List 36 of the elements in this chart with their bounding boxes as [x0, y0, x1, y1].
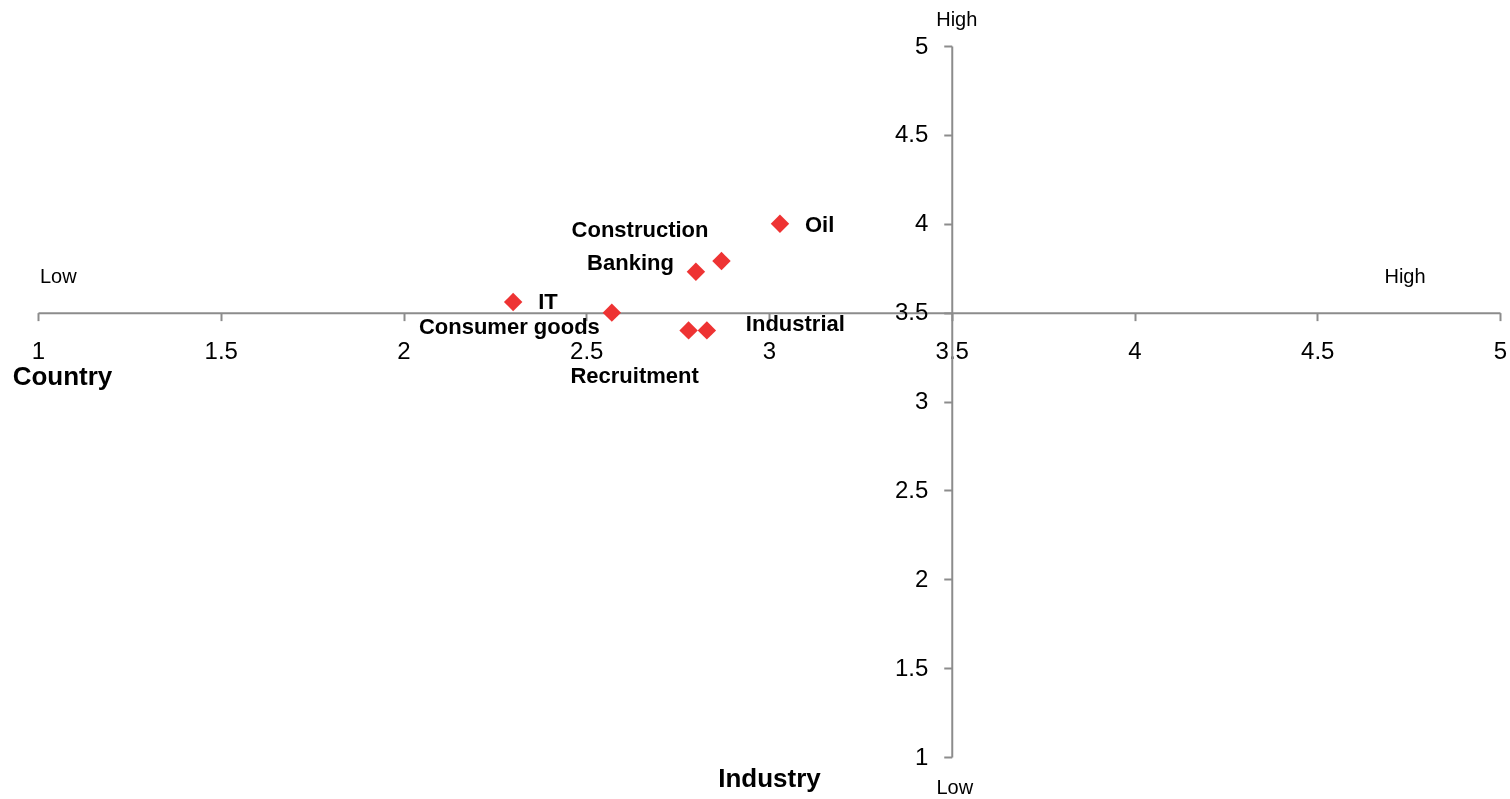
annotation: Low [40, 264, 78, 287]
text: High [936, 8, 978, 30]
annotation: Banking [587, 249, 674, 275]
point [712, 251, 731, 271]
x-tick-label: 5 [1493, 337, 1508, 365]
x-tick-label: 2.5 [570, 337, 604, 365]
y-tick-label: 2.5 [894, 475, 929, 503]
x-axis-title: Industry [718, 762, 822, 793]
y-tick-label: 2 [914, 564, 929, 592]
annotation: Recruitment [570, 363, 700, 389]
x-tick-label: 2 [397, 337, 411, 365]
y-tick-label: 1 [914, 742, 929, 770]
y-tick-label: 5 [914, 31, 929, 59]
x-tick-label: 3.5 [935, 337, 969, 365]
text: Low [936, 776, 974, 798]
annotation: High [1384, 264, 1426, 287]
x-tick-label: 4 [1128, 337, 1142, 365]
x-tick-label: 3 [762, 337, 777, 365]
annotation: IT [538, 288, 559, 314]
point [679, 321, 698, 340]
y-tick-label: 1.5 [894, 653, 929, 681]
point [503, 292, 523, 312]
point [686, 262, 706, 281]
point [602, 303, 622, 322]
annotation: Construction [571, 217, 709, 243]
annotation: Oil [804, 211, 835, 237]
y-tick-label: 4 [914, 209, 929, 237]
point [770, 214, 790, 233]
x-tick-label: 1.5 [204, 337, 238, 365]
annotation: Industrial [745, 311, 845, 337]
y-tick-label: 3.5 [894, 298, 929, 326]
y-tick-label: 4.5 [894, 120, 929, 148]
annotation: Consumer goods [418, 313, 600, 339]
point [697, 321, 717, 340]
x-tick-label: 4.5 [1301, 337, 1335, 365]
y-tick-label: 3 [914, 387, 929, 414]
